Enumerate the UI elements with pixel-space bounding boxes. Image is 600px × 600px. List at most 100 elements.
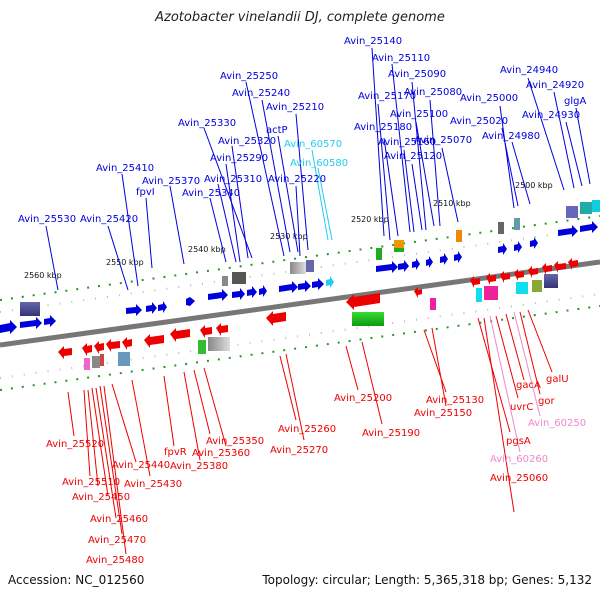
gene-label[interactable]: Avin_25160	[378, 137, 436, 148]
gene-label[interactable]: Avin_25120	[384, 151, 442, 162]
gene-box[interactable]	[394, 248, 404, 252]
gene-arrow[interactable]	[542, 263, 552, 275]
gene-label[interactable]: Avin_25340	[182, 188, 240, 199]
gene-label[interactable]: fpvI	[136, 187, 155, 198]
gene-arrow[interactable]	[414, 287, 422, 298]
gene-label[interactable]: Avin_25070	[414, 135, 472, 146]
gene-box[interactable]	[430, 298, 436, 310]
gene-arrow[interactable]	[440, 253, 448, 265]
gene-arrow[interactable]	[232, 288, 245, 300]
gene-label[interactable]: Avin_25150	[414, 408, 472, 419]
gene-box[interactable]	[516, 282, 528, 294]
gene-label[interactable]: Avin_25260	[278, 424, 336, 435]
gene-label[interactable]: Avin_25270	[270, 445, 328, 456]
gene-label[interactable]: Avin_25100	[390, 109, 448, 120]
gene-arrow[interactable]	[106, 339, 120, 352]
gene-label[interactable]: Avin_25450	[72, 492, 130, 503]
gene-label[interactable]: Avin_25310	[204, 174, 262, 185]
gene-label[interactable]: galU	[546, 374, 569, 385]
gene-arrow[interactable]	[426, 256, 433, 268]
gene-label[interactable]: Avin_25290	[210, 153, 268, 164]
gene-box[interactable]	[92, 356, 100, 368]
gene-arrow[interactable]	[326, 276, 334, 288]
gene-label[interactable]: Avin_25520	[46, 439, 104, 450]
gene-box[interactable]	[580, 202, 592, 214]
gene-arrow[interactable]	[94, 341, 104, 354]
gene-arrow[interactable]	[266, 311, 286, 326]
gene-box[interactable]	[544, 274, 558, 288]
gene-label[interactable]: Avin_25410	[96, 163, 154, 174]
gene-label[interactable]: gor	[538, 396, 555, 407]
gene-arrow[interactable]	[346, 293, 380, 310]
gene-label[interactable]: Avin_25210	[266, 102, 324, 113]
gene-arrow[interactable]	[514, 241, 522, 253]
gene-box[interactable]	[476, 288, 482, 302]
gene-box[interactable]	[532, 280, 542, 292]
gene-box[interactable]	[20, 302, 40, 316]
gene-arrow[interactable]	[126, 304, 142, 316]
gene-arrow[interactable]	[530, 237, 538, 249]
gene-label[interactable]: Avin_25140	[344, 36, 402, 47]
gene-label[interactable]: Avin_25320	[218, 136, 276, 147]
gene-label[interactable]: Avin_25000	[460, 93, 518, 104]
gene-box[interactable]	[118, 352, 130, 366]
gene-label[interactable]: Avin_25420	[80, 214, 138, 225]
gene-box[interactable]	[592, 200, 600, 212]
gene-box[interactable]	[100, 354, 104, 366]
gene-box[interactable]	[290, 262, 306, 274]
gene-label[interactable]: Avin_25480	[86, 555, 144, 566]
gene-label[interactable]: Avin_24920	[526, 80, 584, 91]
gene-arrow[interactable]	[208, 289, 228, 301]
gene-arrow[interactable]	[568, 258, 578, 270]
gene-arrow[interactable]	[279, 281, 298, 293]
gene-arrow[interactable]	[186, 297, 195, 306]
gene-label[interactable]: Avin_24940	[500, 65, 558, 76]
gene-box[interactable]	[394, 240, 404, 248]
gene-arrow[interactable]	[158, 301, 167, 313]
gene-label[interactable]: Avin_25170	[358, 91, 416, 102]
gene-arrow[interactable]	[376, 261, 398, 273]
gene-arrow[interactable]	[247, 286, 257, 298]
gene-arrow[interactable]	[470, 276, 480, 288]
gene-label[interactable]: Avin_60260	[490, 454, 548, 465]
gene-box[interactable]	[306, 260, 314, 272]
gene-box[interactable]	[456, 230, 462, 242]
gene-arrow[interactable]	[20, 317, 42, 329]
gene-label[interactable]: Avin_25250	[220, 71, 278, 82]
gene-label[interactable]: gacA	[516, 380, 541, 391]
gene-label[interactable]: Avin_24930	[522, 110, 580, 121]
gene-label[interactable]: Avin_60570	[284, 139, 342, 150]
gene-arrow[interactable]	[298, 280, 311, 292]
gene-arrow[interactable]	[486, 273, 496, 285]
gene-arrow[interactable]	[558, 225, 578, 237]
gene-arrow[interactable]	[122, 337, 132, 350]
gene-arrow[interactable]	[170, 328, 190, 342]
gene-label[interactable]: Avin_25080	[404, 87, 462, 98]
gene-label[interactable]: Avin_25180	[354, 122, 412, 133]
gene-arrow[interactable]	[514, 269, 524, 281]
gene-label[interactable]: Avin_25440	[112, 460, 170, 471]
gene-label[interactable]: Avin_25330	[178, 118, 236, 129]
gene-label[interactable]: Avin_25200	[334, 393, 392, 404]
gene-box[interactable]	[208, 337, 230, 351]
gene-arrow[interactable]	[554, 261, 566, 273]
gene-box[interactable]	[352, 312, 384, 326]
gene-label[interactable]: fpvR	[164, 447, 187, 458]
gene-arrow[interactable]	[58, 346, 72, 359]
gene-arrow[interactable]	[454, 251, 462, 263]
gene-label[interactable]: Avin_24980	[482, 131, 540, 142]
gene-label[interactable]: Avin_25220	[268, 174, 326, 185]
gene-label[interactable]: Avin_25380	[170, 461, 228, 472]
gene-arrow[interactable]	[500, 271, 510, 283]
gene-label[interactable]: Avin_25370	[142, 176, 200, 187]
gene-label[interactable]: Avin_25090	[388, 69, 446, 80]
gene-arrow[interactable]	[398, 260, 409, 272]
gene-arrow[interactable]	[498, 243, 507, 255]
gene-box[interactable]	[484, 286, 498, 300]
gene-box[interactable]	[198, 340, 206, 354]
gene-arrow[interactable]	[259, 285, 267, 297]
gene-box[interactable]	[232, 272, 246, 284]
gene-label[interactable]: Avin_25190	[362, 428, 420, 439]
gene-label[interactable]: Avin_25130	[426, 395, 484, 406]
gene-label[interactable]: actP	[266, 125, 288, 136]
